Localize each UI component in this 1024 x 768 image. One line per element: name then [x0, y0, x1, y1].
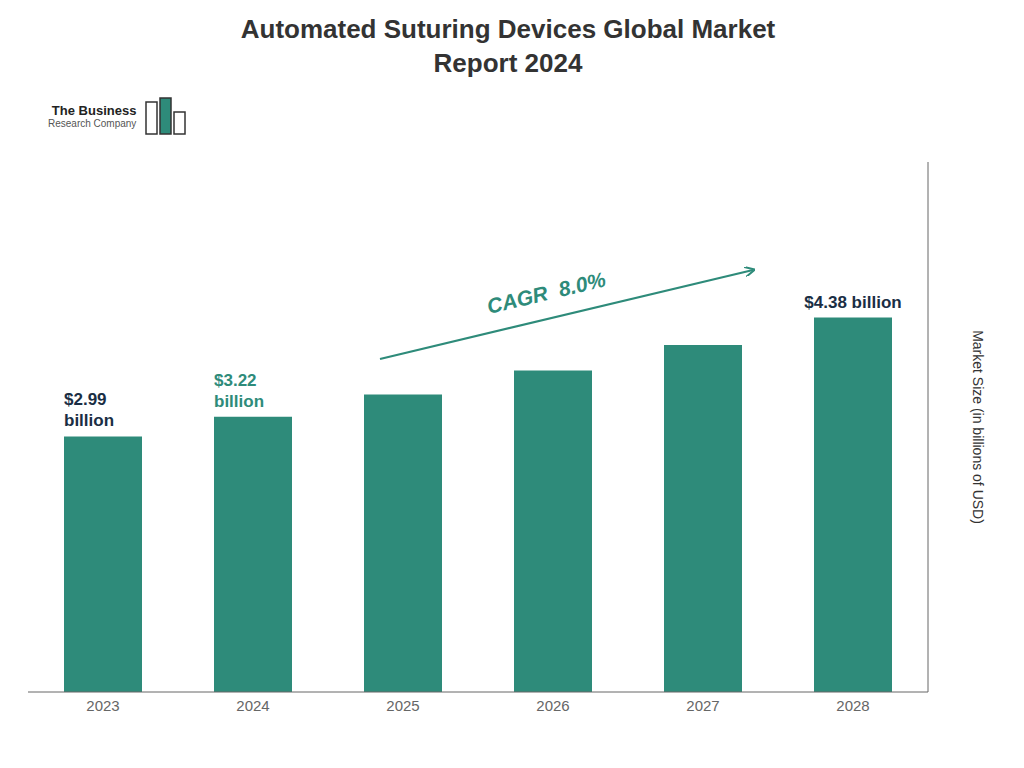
- svg-text:$2.99billion: $2.99billion: [64, 390, 114, 430]
- svg-text:2024: 2024: [236, 697, 269, 714]
- svg-text:2025: 2025: [386, 697, 419, 714]
- svg-text:2023: 2023: [86, 697, 119, 714]
- svg-text:$4.38 billion: $4.38 billion: [804, 293, 901, 312]
- svg-text:$3.22billion: $3.22billion: [214, 371, 264, 411]
- svg-text:2028: 2028: [836, 697, 869, 714]
- html-text:Automated Suturing Devices Glo: Automated Suturing Devices Global Market: [240, 14, 776, 44]
- html-text:The Business: The Business: [51, 103, 137, 118]
- svg-text:2027: 2027: [686, 697, 719, 714]
- html-text:Research Company: Research Company: [48, 118, 137, 129]
- svg-text:2026: 2026: [536, 697, 569, 714]
- svg-text:Market Size (in billions of US: Market Size (in billions of USD): [970, 330, 986, 524]
- html-text:Report 2024: Report 2024: [433, 48, 583, 78]
- svg-text:CAGR 8.0%: CAGR 8.0%: [485, 267, 609, 318]
